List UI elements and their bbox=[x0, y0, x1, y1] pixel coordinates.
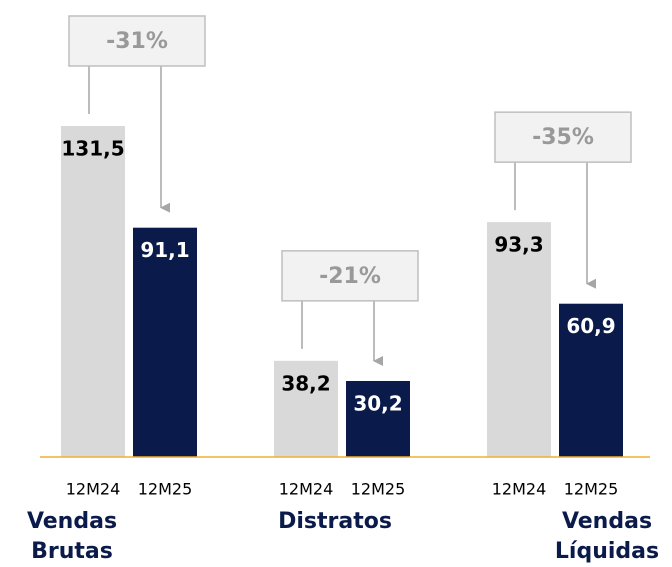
annotation: -35% bbox=[532, 125, 594, 150]
bar bbox=[274, 360, 338, 457]
category-label: Vendas Líquidas bbox=[554, 509, 660, 564]
bar bbox=[133, 227, 197, 457]
category-label: Vendas Brutas bbox=[26, 509, 118, 564]
series-label: 12M24 bbox=[66, 480, 121, 499]
series-label: 12M25 bbox=[138, 480, 193, 499]
annotation: -21% bbox=[319, 264, 381, 289]
value-label: 91,1 bbox=[140, 238, 189, 262]
category-label: Distratos bbox=[278, 509, 392, 534]
value-label: 93,3 bbox=[494, 233, 543, 257]
series-label: 12M24 bbox=[279, 480, 334, 499]
value-label: 38,2 bbox=[281, 371, 330, 395]
value-label: 60,9 bbox=[566, 314, 615, 338]
value-label: 131,5 bbox=[61, 137, 124, 161]
value-label: 30,2 bbox=[353, 391, 402, 415]
annotation-box bbox=[494, 111, 632, 163]
series-label: 12M25 bbox=[351, 480, 406, 499]
bar bbox=[487, 222, 551, 457]
series-label: 12M25 bbox=[564, 480, 619, 499]
annotation-box bbox=[281, 250, 419, 302]
series-label: 12M24 bbox=[492, 480, 547, 499]
annotation-box bbox=[68, 15, 206, 67]
bar bbox=[346, 380, 410, 457]
bar bbox=[61, 126, 125, 457]
annotation: -31% bbox=[106, 29, 168, 54]
bar bbox=[559, 303, 623, 457]
